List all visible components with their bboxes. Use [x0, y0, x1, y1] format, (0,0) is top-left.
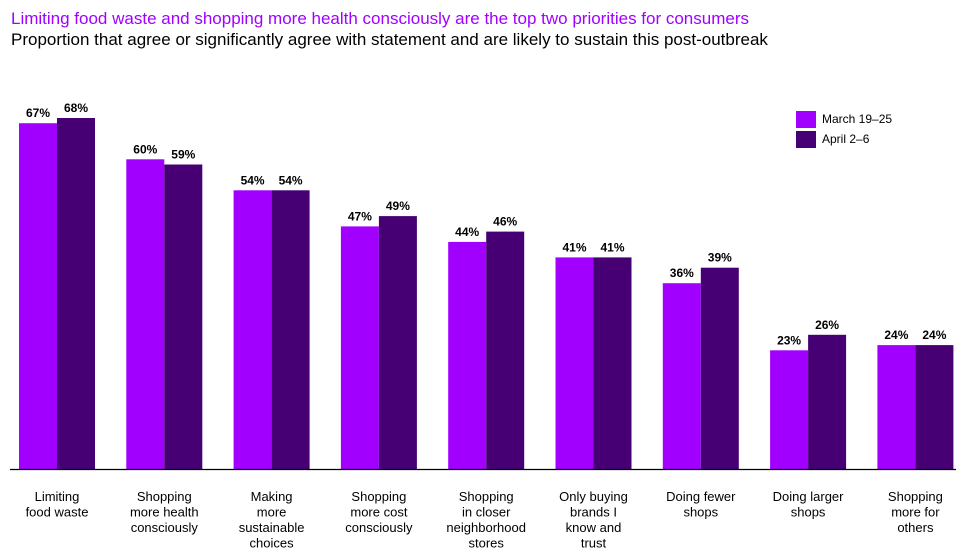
- bar-series-1: [448, 241, 487, 469]
- category-label-line: brands I: [570, 505, 617, 520]
- category-label-line: shops: [683, 505, 718, 520]
- bar-series-2: [486, 231, 525, 469]
- data-label-series-1: 60%: [133, 142, 157, 156]
- category-label-line: in closer: [462, 505, 511, 520]
- category-label-line: more health: [130, 505, 199, 520]
- category-label-line: choices: [250, 536, 295, 548]
- category-label-line: shops: [791, 505, 826, 520]
- chart-legend: March 19–25 April 2–6: [796, 109, 892, 149]
- category-label: Doing fewer shops: [666, 489, 736, 520]
- category-label: Shopping in closer neighborhood stores: [446, 489, 526, 548]
- bar-series-2: [700, 267, 739, 469]
- chart-subtitle: Proportion that agree or significantly a…: [11, 30, 768, 49]
- data-label-series-1: 41%: [562, 240, 586, 254]
- data-label-series-1: 44%: [455, 225, 479, 239]
- legend-label-series-1: March 19–25: [822, 112, 893, 126]
- category-label-line: Doing larger: [773, 489, 844, 504]
- category-label-line: Shopping: [137, 489, 192, 504]
- category-label-line: consciously: [345, 520, 413, 535]
- bar-series-2: [271, 190, 310, 470]
- data-label-series-1: 54%: [241, 173, 265, 187]
- data-label-series-2: 54%: [279, 173, 303, 187]
- legend-item-series-1: March 19–25: [796, 109, 892, 129]
- category-label: Making more sustainable choices: [239, 489, 305, 548]
- bar-series-1: [770, 350, 809, 469]
- data-label-series-2: 59%: [171, 148, 195, 162]
- legend-label-series-2: April 2–6: [822, 132, 870, 146]
- category-label-line: stores: [468, 536, 504, 548]
- category-label-line: trust: [581, 536, 607, 548]
- data-label-series-2: 68%: [64, 101, 88, 115]
- category-label-line: more: [257, 505, 287, 520]
- category-label: Limiting food waste: [26, 489, 89, 520]
- bar-series-1: [877, 345, 916, 469]
- data-label-series-1: 67%: [26, 106, 50, 120]
- legend-item-series-2: April 2–6: [796, 129, 892, 149]
- category-label-line: Shopping: [888, 489, 943, 504]
- bar-series-2: [378, 216, 417, 469]
- category-label-line: neighborhood: [446, 520, 526, 535]
- data-label-series-2: 46%: [493, 215, 517, 229]
- category-label-line: Shopping: [459, 489, 514, 504]
- data-label-series-2: 26%: [815, 318, 839, 332]
- bar-series-2: [915, 345, 954, 469]
- legend-swatch-series-1: [796, 110, 816, 128]
- bar-series-2: [57, 118, 95, 469]
- category-label-line: Limiting: [35, 489, 80, 504]
- data-label-series-1: 23%: [777, 333, 801, 347]
- chart-title: Limiting food waste and shopping more he…: [11, 9, 749, 28]
- legend-swatch-series-2: [796, 130, 816, 148]
- data-label-series-2: 24%: [922, 328, 946, 342]
- category-label-line: know and: [566, 520, 622, 535]
- bar-series-1: [233, 190, 272, 470]
- bar-series-1: [19, 123, 57, 469]
- category-label-line: others: [897, 520, 934, 535]
- bar-series-2: [164, 164, 203, 469]
- category-label: Shopping more cost consciously: [345, 489, 413, 535]
- category-label-line: food waste: [26, 505, 89, 520]
- data-label-series-2: 49%: [386, 199, 410, 213]
- category-label-line: Shopping: [351, 489, 406, 504]
- bar-series-2: [808, 334, 847, 469]
- data-label-series-1: 24%: [884, 328, 908, 342]
- category-label-line: Only buying: [559, 489, 628, 504]
- category-label-line: Making: [251, 489, 293, 504]
- bar-series-1: [555, 257, 594, 469]
- category-label: Doing larger shops: [773, 489, 844, 520]
- category-label: Shopping more health consciously: [130, 489, 199, 535]
- bar-series-1: [662, 283, 701, 469]
- data-label-series-1: 47%: [348, 209, 372, 223]
- bar-series-1: [340, 226, 379, 469]
- data-label-series-1: 36%: [670, 266, 694, 280]
- category-label-line: more cost: [350, 505, 407, 520]
- category-label: Shopping more for others: [888, 489, 943, 535]
- category-label-line: consciously: [131, 520, 199, 535]
- category-label-line: Doing fewer: [666, 489, 736, 504]
- data-label-series-2: 41%: [600, 240, 624, 254]
- bar-series-2: [593, 257, 632, 469]
- category-label-line: sustainable: [239, 520, 305, 535]
- data-label-series-2: 39%: [708, 251, 732, 265]
- category-label-line: more for: [891, 505, 940, 520]
- bar-series-1: [126, 159, 165, 470]
